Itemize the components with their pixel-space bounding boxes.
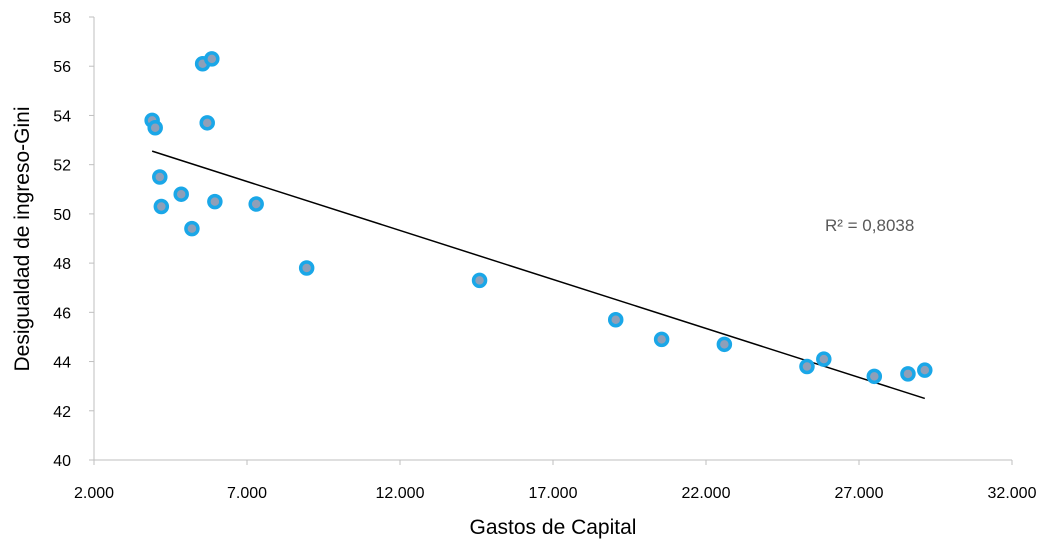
data-point <box>204 51 220 67</box>
r-squared-label: R² = 0,8038 <box>825 216 914 235</box>
y-tick-label: 42 <box>53 404 71 421</box>
data-point <box>199 115 215 131</box>
trendline <box>151 150 926 400</box>
y-tick-label: 48 <box>53 256 71 273</box>
y-axis-title: Desigualdad de ingreso-Gini <box>11 107 34 372</box>
y-tick-label: 54 <box>53 108 71 125</box>
y-tick-labels: 40 42 44 46 48 50 52 54 56 58 <box>53 10 94 470</box>
data-point <box>653 331 670 348</box>
data-point <box>607 311 624 328</box>
data-point <box>471 272 488 289</box>
data-point <box>152 169 168 185</box>
data-point <box>917 362 933 378</box>
y-tick-label: 50 <box>53 207 71 224</box>
y-tick-label: 46 <box>53 305 71 322</box>
data-points <box>144 51 933 385</box>
data-point <box>173 186 189 202</box>
data-point <box>900 366 916 382</box>
data-point <box>248 196 264 212</box>
y-tick-label: 40 <box>53 453 71 470</box>
x-tick-label: 32.000 <box>988 485 1037 502</box>
y-tick-label: 52 <box>53 158 71 175</box>
data-point <box>866 368 883 385</box>
x-tick-label: 12.000 <box>376 485 425 502</box>
data-point <box>184 220 200 237</box>
y-tick-label: 44 <box>53 355 71 372</box>
x-tick-label: 7.000 <box>227 485 267 502</box>
data-point <box>816 351 832 367</box>
x-tick-label: 17.000 <box>529 485 578 502</box>
trendline-group <box>151 150 926 400</box>
y-tick-label: 56 <box>53 59 71 76</box>
data-point <box>207 193 223 210</box>
data-point <box>298 260 315 276</box>
x-tick-label: 27.000 <box>835 485 884 502</box>
x-axis-title: Gastos de Capital <box>470 516 637 539</box>
data-point <box>153 198 170 215</box>
x-tick-label: 22.000 <box>682 485 731 502</box>
data-point <box>799 358 815 375</box>
y-tick-label: 58 <box>53 10 71 27</box>
data-point <box>147 120 163 136</box>
data-point <box>716 336 733 353</box>
x-tick-label: 2.000 <box>74 485 114 502</box>
x-tick-labels: 2.000 7.000 12.000 17.000 22.000 27.000 32.000 <box>74 460 1037 502</box>
